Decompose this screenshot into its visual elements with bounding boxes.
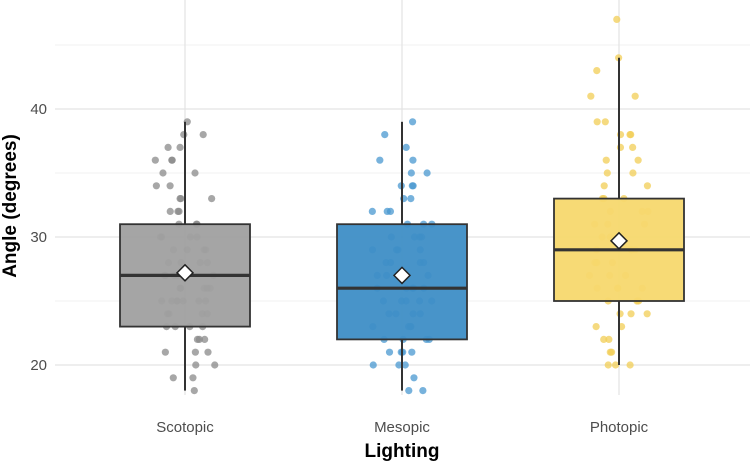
data-point bbox=[408, 182, 416, 190]
mean-marker bbox=[175, 263, 195, 282]
data-point bbox=[407, 169, 415, 177]
data-point bbox=[191, 169, 199, 177]
mean-marker bbox=[392, 266, 412, 285]
data-point bbox=[395, 361, 403, 369]
data-point bbox=[634, 156, 642, 164]
data-point bbox=[164, 143, 172, 151]
data-point bbox=[409, 156, 417, 164]
y-axis-title: Angle (degrees) bbox=[0, 134, 21, 278]
x-axis-ticks: Scotopic Mesopic Photopic bbox=[156, 419, 648, 436]
box-mesopic bbox=[336, 223, 468, 341]
data-point bbox=[166, 182, 174, 190]
data-point bbox=[410, 374, 418, 382]
data-point bbox=[211, 361, 219, 369]
data-point bbox=[408, 348, 416, 356]
data-point bbox=[159, 169, 167, 177]
data-point bbox=[408, 118, 417, 126]
data-point bbox=[369, 361, 377, 369]
data-point bbox=[629, 169, 637, 177]
data-point bbox=[423, 169, 431, 177]
y-tick-label: 30 bbox=[30, 229, 47, 246]
data-point bbox=[190, 387, 198, 395]
data-point bbox=[199, 131, 207, 139]
data-point bbox=[600, 335, 608, 343]
data-point bbox=[166, 207, 174, 215]
data-point bbox=[629, 143, 637, 151]
x-tick-label: Mesopic bbox=[374, 419, 430, 436]
data-point bbox=[385, 348, 394, 356]
data-point bbox=[402, 143, 410, 151]
data-point bbox=[419, 387, 427, 395]
data-point bbox=[381, 131, 389, 139]
data-point bbox=[603, 169, 611, 177]
mean-marker bbox=[609, 231, 629, 250]
data-point bbox=[611, 361, 620, 369]
x-tick-label: Scotopic bbox=[156, 419, 214, 436]
data-point bbox=[208, 195, 216, 203]
y-tick-label: 40 bbox=[30, 101, 47, 118]
data-point bbox=[587, 92, 595, 100]
data-point bbox=[616, 143, 625, 151]
data-point bbox=[169, 374, 177, 382]
data-point bbox=[151, 156, 159, 164]
data-point bbox=[195, 335, 203, 343]
x-tick-label: Photopic bbox=[590, 419, 649, 436]
data-point bbox=[605, 335, 613, 343]
boxes bbox=[119, 57, 685, 391]
data-point bbox=[626, 131, 634, 139]
data-point bbox=[161, 348, 169, 356]
data-point bbox=[643, 182, 652, 190]
data-point bbox=[601, 118, 609, 126]
data-point bbox=[189, 374, 197, 382]
data-point bbox=[152, 182, 160, 190]
data-point bbox=[204, 348, 212, 356]
data-point bbox=[604, 361, 612, 369]
data-point bbox=[626, 361, 634, 369]
data-point bbox=[168, 156, 176, 164]
data-point bbox=[180, 131, 188, 139]
data-point bbox=[191, 348, 199, 356]
data-point bbox=[627, 310, 635, 318]
data-point bbox=[593, 67, 601, 75]
data-point bbox=[593, 118, 601, 126]
data-point bbox=[401, 361, 409, 369]
data-point bbox=[602, 156, 610, 164]
y-axis-ticks: 20 30 40 bbox=[30, 101, 47, 374]
data-point bbox=[383, 207, 391, 215]
data-point bbox=[177, 195, 185, 203]
data-point bbox=[616, 310, 624, 318]
y-tick-label: 20 bbox=[30, 357, 47, 374]
data-point bbox=[613, 15, 621, 23]
data-point bbox=[631, 92, 639, 100]
data-point bbox=[201, 335, 209, 343]
data-point bbox=[192, 361, 200, 369]
data-point bbox=[600, 182, 608, 190]
data-point bbox=[643, 310, 651, 318]
data-point bbox=[607, 348, 616, 356]
data-point bbox=[405, 387, 413, 395]
data-point bbox=[175, 207, 183, 215]
data-point bbox=[368, 207, 376, 215]
data-point bbox=[176, 143, 184, 151]
data-point bbox=[592, 323, 600, 331]
x-axis-title: Lighting bbox=[365, 441, 440, 461]
data-point bbox=[376, 156, 384, 164]
data-point bbox=[407, 195, 415, 203]
